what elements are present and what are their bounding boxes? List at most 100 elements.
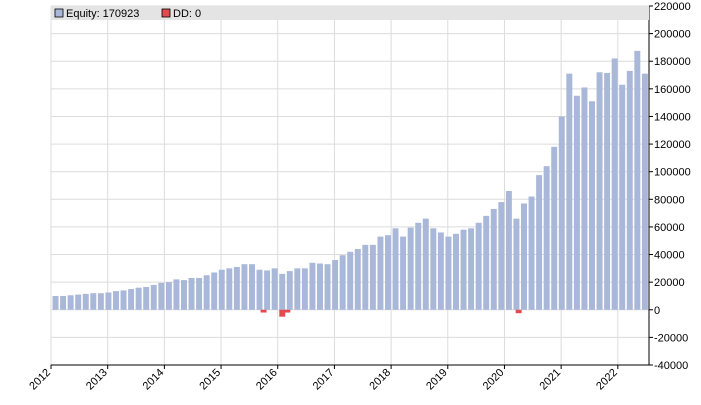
equity-bar	[60, 295, 67, 310]
equity-bar	[422, 218, 429, 310]
equity-bar	[317, 263, 323, 310]
y-tick-label: 20000	[654, 277, 685, 289]
legend-background	[51, 6, 649, 20]
y-tick-label: 100000	[654, 167, 691, 179]
equity-bar	[490, 208, 497, 310]
equity-bar	[226, 268, 233, 310]
x-tick-label: 2017	[311, 367, 337, 393]
equity-bar	[377, 236, 384, 310]
equity-bar	[332, 260, 339, 310]
y-tick-label: 60000	[654, 222, 685, 234]
equity-bar	[286, 271, 293, 310]
axes	[51, 6, 650, 366]
equity-bar	[67, 295, 74, 310]
equity-bar	[521, 203, 527, 310]
y-tick-label: -40000	[654, 360, 688, 372]
equity-bar	[415, 222, 422, 310]
x-tick-label: 2019	[424, 367, 450, 393]
equity-bar	[468, 228, 475, 310]
equity-bar	[505, 191, 512, 310]
equity-bar	[256, 269, 263, 310]
equity-bar	[241, 264, 248, 310]
equity-bar	[460, 229, 467, 310]
equity-bar	[279, 273, 286, 310]
equity-bar	[105, 292, 112, 310]
equity-bar	[143, 286, 150, 310]
equity-bar	[626, 70, 633, 310]
equity-bar	[430, 228, 437, 310]
equity-bar	[52, 295, 59, 310]
equity-bar	[339, 255, 346, 310]
equity-bar	[113, 291, 119, 310]
equity-bar	[347, 251, 354, 310]
y-tick-label: 180000	[654, 56, 691, 68]
x-tick-label: 2015	[197, 367, 223, 393]
equity-bar	[558, 116, 565, 310]
legend-dd-label: DD: 0	[173, 8, 201, 20]
equity-bar	[150, 284, 157, 310]
equity-bar	[566, 73, 573, 310]
equity-bar	[634, 50, 641, 310]
equity-bar	[619, 84, 626, 310]
equity-bar	[369, 244, 376, 310]
legend-dd-swatch	[161, 8, 171, 18]
equity-bar	[551, 146, 558, 310]
equity-bar	[173, 279, 180, 310]
y-tick-label: 80000	[654, 194, 685, 206]
equity-bar	[271, 268, 278, 310]
legend-equity-label: Equity: 170923	[66, 8, 139, 20]
y-tick-label: 220000	[654, 1, 691, 13]
drawdown-bar	[260, 309, 267, 313]
equity-bar	[445, 236, 452, 310]
x-tick-label: 2014	[141, 367, 167, 393]
equity-bar	[264, 270, 271, 310]
equity-bar	[158, 282, 165, 310]
equity-bar	[135, 287, 142, 310]
equity-bar	[437, 232, 444, 310]
equity-bar	[573, 95, 580, 310]
equity-bar	[596, 72, 603, 310]
x-tick-label: 2021	[537, 367, 563, 393]
equity-bar	[392, 228, 399, 310]
equity-bar	[407, 227, 414, 310]
equity-bar	[82, 293, 89, 310]
equity-bar	[294, 268, 301, 310]
equity-bar	[543, 166, 550, 310]
equity-bar	[498, 202, 505, 310]
x-tick-label: 2022	[594, 367, 620, 393]
equity-bar	[453, 233, 459, 310]
drawdown-bar	[279, 309, 286, 317]
equity-bar	[196, 278, 203, 310]
equity-bar	[301, 268, 308, 310]
equity-bar	[354, 249, 361, 310]
y-tick-label: 40000	[654, 250, 685, 262]
y-axis-ticks: -40000 -20000 0 20000 40000 60000 80000 100000 1…	[649, 1, 691, 372]
equity-bar	[120, 290, 127, 310]
equity-bars	[52, 50, 648, 310]
equity-bar	[309, 262, 316, 310]
equity-bar	[589, 101, 595, 310]
equity-bar	[611, 58, 618, 310]
x-tick-label: 2018	[367, 367, 393, 393]
drawdown-bar	[515, 309, 522, 314]
x-tick-label: 2016	[254, 367, 280, 393]
x-tick-label: 2020	[481, 367, 507, 393]
equity-bar	[90, 293, 97, 310]
equity-bar	[128, 289, 135, 310]
y-tick-label: 0	[654, 305, 660, 317]
legend-equity-swatch	[54, 8, 64, 18]
equity-bar	[203, 275, 210, 310]
equity-bar	[165, 282, 172, 310]
equity-bar	[536, 175, 543, 310]
equity-bar	[475, 222, 482, 310]
equity-bar	[581, 87, 588, 310]
equity-bar	[483, 215, 490, 310]
x-tick-label: 2012	[27, 367, 53, 393]
y-tick-label: 160000	[654, 84, 691, 96]
y-tick-label: 200000	[654, 29, 691, 41]
y-tick-label: 120000	[654, 139, 691, 151]
equity-bar	[75, 294, 82, 310]
equity-bar	[641, 73, 648, 310]
equity-bar	[211, 272, 218, 310]
